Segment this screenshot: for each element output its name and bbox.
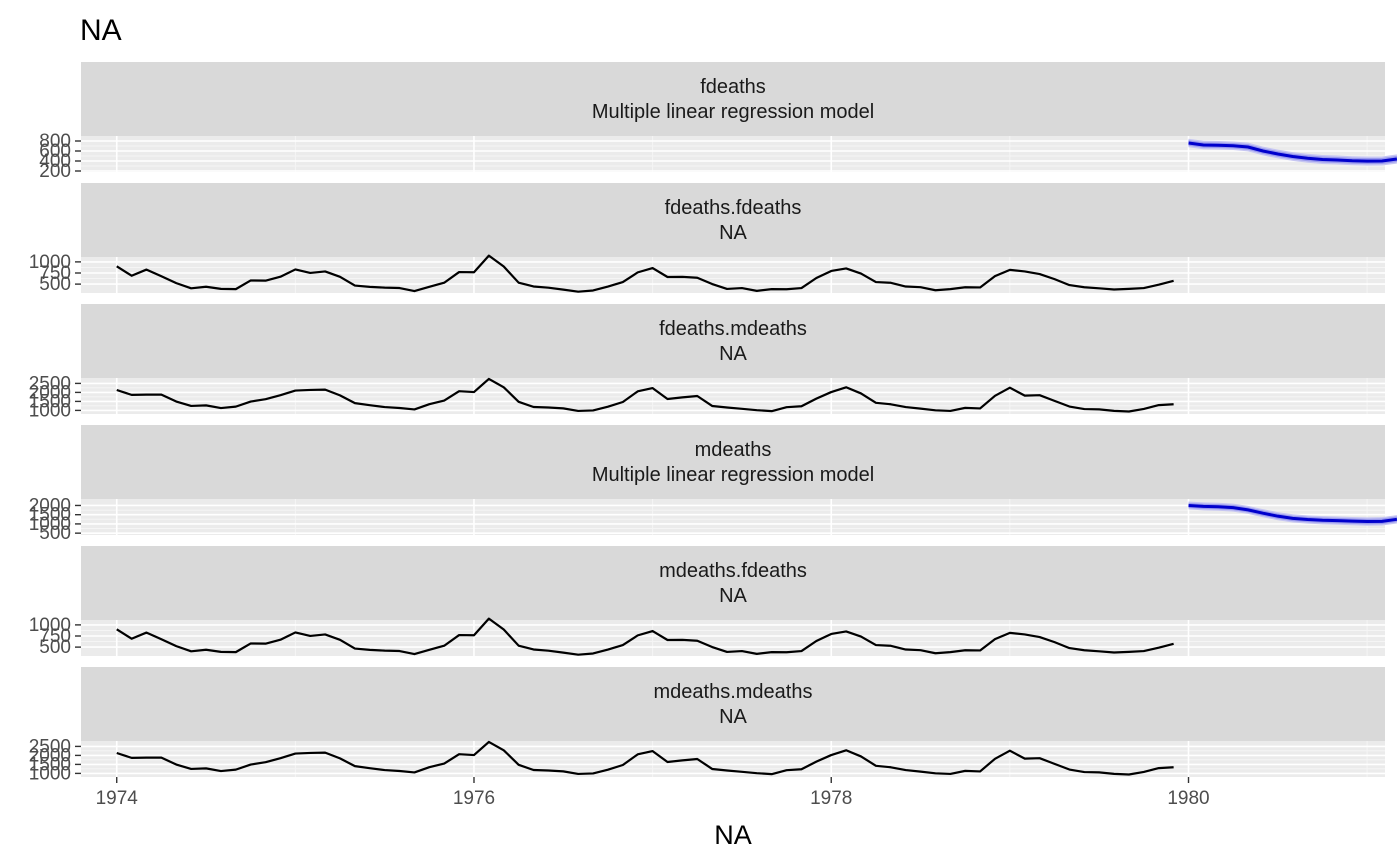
y-tick-label: 1000 (29, 514, 71, 535)
facet-strip (81, 667, 1385, 741)
facet-strip-label: fdeaths.fdeaths (665, 197, 802, 219)
forecast-line (1188, 141, 1398, 163)
facet-strip (81, 425, 1385, 499)
x-axis-label: NA (714, 820, 752, 850)
x-tick-label: 1974 (96, 788, 139, 809)
y-tick-label: 1000 (29, 763, 71, 784)
series-line (116, 254, 1174, 293)
y-tick-label: 750 (39, 263, 71, 284)
y-tick-label: 1000 (29, 615, 71, 636)
chart-title: NA (80, 14, 122, 47)
panel-background (81, 257, 1385, 293)
y-tick-label: 800 (39, 131, 71, 152)
series-line (116, 740, 1174, 776)
facet-strip-label: NA (719, 706, 747, 728)
x-tick-label: 1980 (1167, 788, 1209, 809)
x-tick-label: 1978 (810, 788, 852, 809)
facet-strip-label: mdeaths (695, 439, 772, 461)
facet-strip-label: NA (719, 585, 747, 607)
forecast-line (1188, 503, 1398, 524)
facet-strip (81, 183, 1385, 257)
facet-strip-label: Multiple linear regression model (592, 464, 874, 486)
x-tick-label: 1976 (453, 788, 495, 809)
facet-panel-3: mdeaths Multiple linear regression model 5… (29, 425, 1398, 544)
y-tick-label: 2500 (29, 736, 71, 757)
facet-strip-label: mdeaths.mdeaths (654, 681, 813, 703)
y-tick-label: 500 (39, 523, 71, 544)
y-tick-label: 600 (39, 141, 71, 162)
facet-strip-label: fdeaths (700, 76, 766, 98)
y-tick-label: 2000 (29, 745, 71, 766)
x-axis: 1974 1976 1978 1980 (96, 777, 1210, 809)
y-tick-label: 1000 (29, 400, 71, 421)
y-tick-label: 1500 (29, 391, 71, 412)
facet-strip-label: fdeaths.mdeaths (659, 318, 807, 340)
facet-strip-label: NA (719, 222, 747, 244)
y-tick-label: 2500 (29, 373, 71, 394)
panel-background (81, 620, 1385, 656)
y-tick-label: 1500 (29, 505, 71, 526)
y-tick-label: 500 (39, 637, 71, 658)
facet-strip-label: NA (719, 343, 747, 365)
y-tick-label: 1500 (29, 754, 71, 775)
facet-strip (81, 62, 1385, 136)
facet-strip-label: Multiple linear regression model (592, 101, 874, 123)
series-line (116, 617, 1174, 656)
y-tick-label: 500 (39, 274, 71, 295)
series-line (116, 377, 1174, 413)
y-tick-label: 2000 (29, 495, 71, 516)
y-tick-label: 400 (39, 151, 71, 172)
y-tick-label: 200 (39, 161, 71, 182)
facet-strip (81, 304, 1385, 378)
facet-panel-0: fdeaths Multiple linear regression model 2… (39, 62, 1398, 182)
facet-strip-label: mdeaths.fdeaths (659, 560, 807, 582)
y-tick-label: 1000 (29, 252, 71, 273)
facet-panels: fdeaths Multiple linear regression model 2… (29, 62, 1398, 784)
facet-strip (81, 546, 1385, 620)
y-tick-label: 2000 (29, 382, 71, 403)
y-tick-label: 750 (39, 626, 71, 647)
